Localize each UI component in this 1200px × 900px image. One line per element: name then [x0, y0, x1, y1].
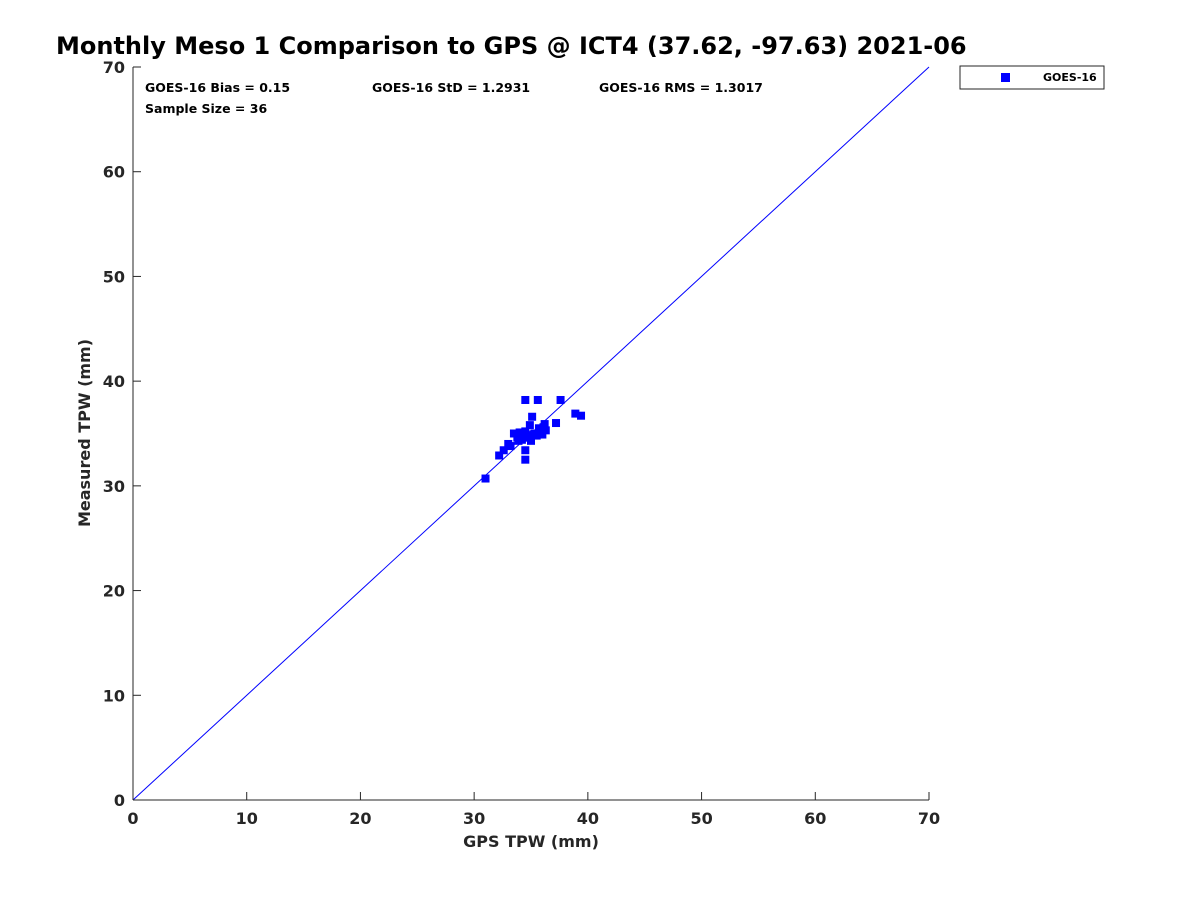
data-point [532, 431, 541, 440]
x-tick-label: 0 [127, 809, 138, 828]
x-tick-label: 60 [804, 809, 826, 828]
data-point [521, 455, 530, 464]
y-axis-label: Measured TPW (mm) [75, 339, 94, 527]
data-point [538, 430, 547, 439]
data-point [495, 451, 504, 460]
x-axis-label: GPS TPW (mm) [463, 832, 599, 851]
data-point [577, 411, 586, 420]
y-tick-label: 10 [103, 686, 125, 705]
data-point [499, 446, 508, 455]
statistics-annotations: GOES-16 Bias = 0.15 GOES-16 StD = 1.2931… [145, 80, 763, 116]
legend-box [959, 65, 1105, 90]
x-tick-label: 20 [349, 809, 371, 828]
data-point [506, 442, 515, 451]
data-point [481, 474, 490, 483]
bias-stat: GOES-16 Bias = 0.15 [145, 80, 290, 95]
x-tick-label: 50 [690, 809, 712, 828]
data-point [528, 412, 537, 421]
y-tick-label: 0 [114, 791, 125, 810]
data-point [540, 420, 549, 429]
data-point [521, 427, 530, 436]
legend: GOES-16 [959, 65, 1105, 90]
data-point [571, 409, 580, 418]
data-point [533, 395, 542, 404]
data-point [521, 446, 530, 455]
y-tick-label: 40 [103, 372, 125, 391]
axes: 0 10 20 30 40 50 60 70 0 10 20 30 40 50 60 70 [103, 58, 940, 828]
data-points [481, 395, 586, 483]
y-tick-label: 30 [103, 477, 125, 496]
sample-size-stat: Sample Size = 36 [145, 101, 267, 116]
data-point [509, 429, 518, 438]
x-tick-label: 70 [918, 809, 940, 828]
chart-title: Monthly Meso 1 Comparison to GPS @ ICT4 … [56, 32, 967, 60]
x-tick-label: 40 [577, 809, 599, 828]
legend-label: GOES-16 [1043, 71, 1097, 84]
data-point [527, 436, 535, 445]
data-point [521, 395, 530, 404]
data-point [541, 426, 550, 435]
y-tick-label: 20 [103, 582, 125, 601]
x-tick-label: 30 [463, 809, 485, 828]
legend-marker-square-icon [1001, 73, 1010, 82]
x-tick-label: 10 [236, 809, 258, 828]
data-point [552, 419, 561, 428]
data-point [556, 395, 565, 404]
y-tick-label: 50 [103, 267, 125, 286]
data-point [525, 421, 534, 430]
std-stat: GOES-16 StD = 1.2931 [372, 80, 530, 95]
data-point [523, 431, 532, 440]
rms-stat: GOES-16 RMS = 1.3017 [599, 80, 763, 95]
y-tick-label: 60 [103, 163, 125, 182]
y-tick-label: 70 [103, 58, 125, 77]
